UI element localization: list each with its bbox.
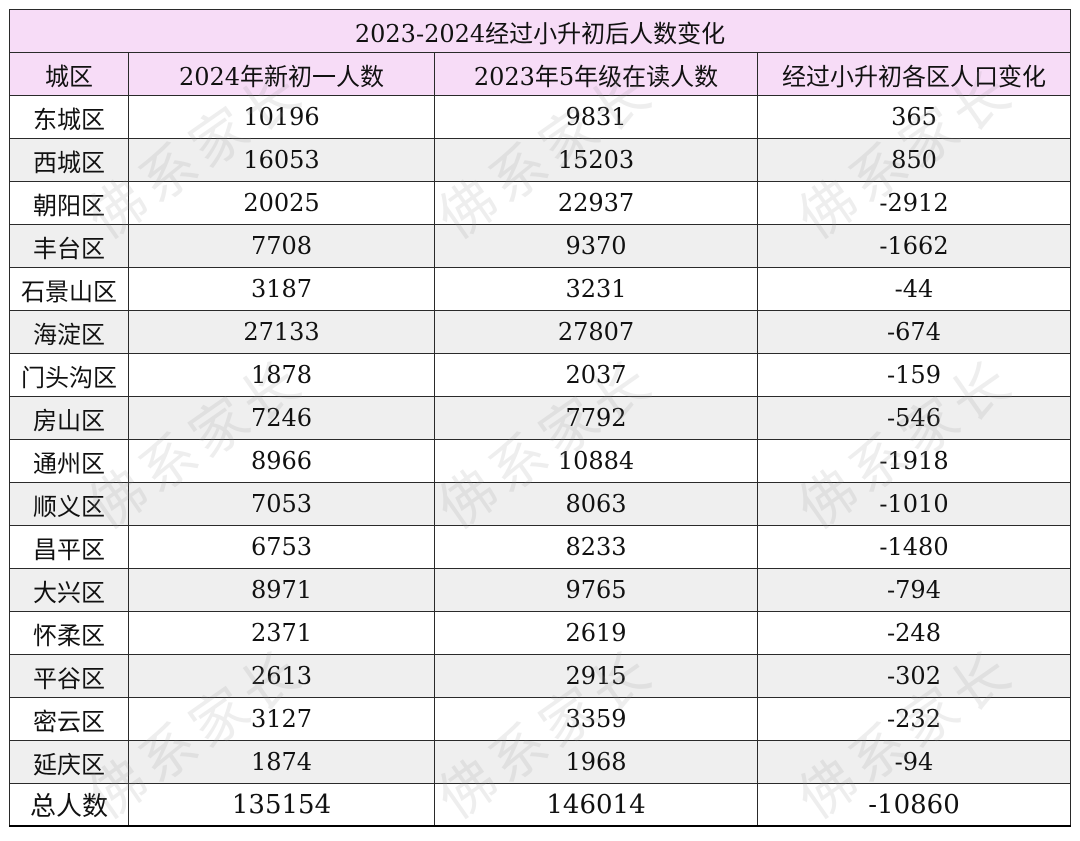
cell-change: -302 [756,654,1072,698]
table-container: 2023-2024经过小升初后人数变化 城区 2024年新初一人数 2023年5… [8,9,1072,827]
table-row: 门头沟区 1878 2037 -159 [9,353,1072,397]
table-row: 朝阳区 20025 22937 -2912 [9,181,1072,225]
table-row: 石景山区 3187 3231 -44 [9,267,1072,311]
cell-2024-count: 16053 [128,138,435,182]
cell-2023-count: 3359 [434,697,758,741]
cell-district: 密云区 [9,697,129,741]
cell-2024-count: 2371 [128,611,435,655]
cell-district: 平谷区 [9,654,129,698]
table-row: 西城区 16053 15203 850 [9,138,1072,182]
cell-2023-count: 2619 [434,611,758,655]
table-row: 通州区 8966 10884 -1918 [9,439,1072,483]
cell-change: -1480 [756,525,1072,569]
column-header-change: 经过小升初各区人口变化 [756,52,1072,96]
cell-2024-count: 7246 [128,396,435,440]
table-row: 东城区 10196 9831 365 [9,95,1072,139]
cell-2024-count: 1874 [128,740,435,784]
table-row: 昌平区 6753 8233 -1480 [9,525,1072,569]
cell-change: 850 [756,138,1072,182]
cell-2024-count: 1878 [128,353,435,397]
cell-2024-count: 8971 [128,568,435,612]
cell-2024-count: 10196 [128,95,435,139]
cell-change: -1662 [756,224,1072,268]
total-label: 总人数 [9,783,129,827]
cell-2023-count: 7792 [434,396,758,440]
total-2023-count: 146014 [434,783,758,827]
table-row: 房山区 7246 7792 -546 [9,396,1072,440]
cell-2024-count: 7708 [128,224,435,268]
table-body: 东城区 10196 9831 365 西城区 16053 15203 850 朝… [9,95,1072,827]
cell-district: 怀柔区 [9,611,129,655]
cell-2024-count: 3187 [128,267,435,311]
cell-2024-count: 3127 [128,697,435,741]
cell-district: 西城区 [9,138,129,182]
cell-2023-count: 9370 [434,224,758,268]
cell-2024-count: 7053 [128,482,435,526]
cell-district: 延庆区 [9,740,129,784]
table-row: 平谷区 2613 2915 -302 [9,654,1072,698]
cell-2024-count: 27133 [128,310,435,354]
cell-2023-count: 8233 [434,525,758,569]
cell-district: 海淀区 [9,310,129,354]
cell-district: 门头沟区 [9,353,129,397]
cell-change: -794 [756,568,1072,612]
cell-district: 通州区 [9,439,129,483]
district-population-table: 2023-2024经过小升初后人数变化 城区 2024年新初一人数 2023年5… [8,9,1072,827]
cell-district: 顺义区 [9,482,129,526]
cell-2023-count: 8063 [434,482,758,526]
table-row: 海淀区 27133 27807 -674 [9,310,1072,354]
cell-change: -546 [756,396,1072,440]
cell-2024-count: 6753 [128,525,435,569]
cell-2024-count: 2613 [128,654,435,698]
cell-2024-count: 8966 [128,439,435,483]
table-row: 延庆区 1874 1968 -94 [9,740,1072,784]
total-change: -10860 [756,783,1072,827]
cell-2023-count: 2915 [434,654,758,698]
cell-district: 昌平区 [9,525,129,569]
cell-change: 365 [756,95,1072,139]
table-row: 丰台区 7708 9370 -1662 [9,224,1072,268]
cell-change: -232 [756,697,1072,741]
cell-2024-count: 20025 [128,181,435,225]
cell-2023-count: 15203 [434,138,758,182]
cell-2023-count: 2037 [434,353,758,397]
table-row: 大兴区 8971 9765 -794 [9,568,1072,612]
table-row: 顺义区 7053 8063 -1010 [9,482,1072,526]
cell-2023-count: 10884 [434,439,758,483]
cell-district: 丰台区 [9,224,129,268]
cell-2023-count: 3231 [434,267,758,311]
cell-district: 朝阳区 [9,181,129,225]
table-row: 怀柔区 2371 2619 -248 [9,611,1072,655]
cell-change: -44 [756,267,1072,311]
column-header-district: 城区 [9,52,129,96]
cell-2023-count: 27807 [434,310,758,354]
cell-2023-count: 9831 [434,95,758,139]
cell-district: 房山区 [9,396,129,440]
column-header-2023-grade5: 2023年5年级在读人数 [434,52,758,96]
column-header-2024-grade7: 2024年新初一人数 [128,52,435,96]
cell-change: -674 [756,310,1072,354]
total-2024-count: 135154 [128,783,435,827]
total-row: 总人数 135154 146014 -10860 [9,783,1072,827]
cell-2023-count: 1968 [434,740,758,784]
cell-change: -94 [756,740,1072,784]
cell-district: 东城区 [9,95,129,139]
table-title: 2023-2024经过小升初后人数变化 [8,9,1072,53]
table-row: 密云区 3127 3359 -232 [9,697,1072,741]
cell-change: -159 [756,353,1072,397]
cell-district: 石景山区 [9,267,129,311]
cell-change: -248 [756,611,1072,655]
cell-2023-count: 22937 [434,181,758,225]
cell-2023-count: 9765 [434,568,758,612]
cell-change: -1010 [756,482,1072,526]
cell-change: -1918 [756,439,1072,483]
cell-district: 大兴区 [9,568,129,612]
cell-change: -2912 [756,181,1072,225]
